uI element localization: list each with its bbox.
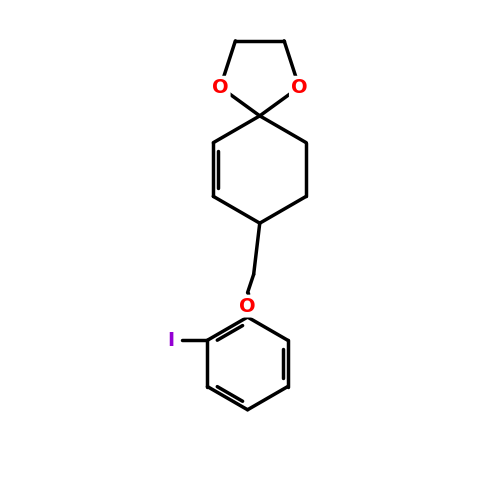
Text: I: I [168, 330, 174, 349]
Text: O: O [212, 78, 228, 96]
Text: O: O [239, 296, 256, 316]
Text: O: O [291, 78, 308, 96]
